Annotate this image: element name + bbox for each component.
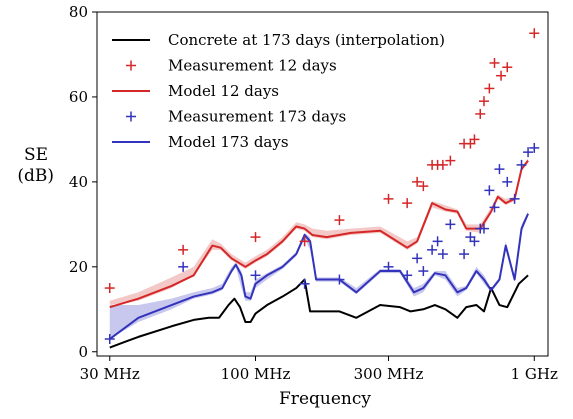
data-point	[402, 270, 413, 281]
legend: Concrete at 173 days (interpolation) Meas…	[112, 31, 445, 151]
markers-layer	[104, 28, 540, 345]
data-point	[104, 283, 115, 294]
y-axis-unit: (dB)	[17, 166, 54, 186]
x-axis-title: Frequency	[279, 389, 371, 409]
data-point	[489, 202, 500, 213]
data-point	[445, 219, 456, 230]
data-point	[529, 28, 540, 39]
data-point	[445, 155, 456, 166]
data-point	[432, 236, 443, 247]
data-point	[334, 274, 345, 285]
data-point	[484, 83, 495, 94]
data-point	[478, 96, 489, 107]
y-tick-label: 80	[69, 3, 88, 21]
x-tick-label: 1 GHz	[511, 365, 558, 383]
data-point	[437, 249, 448, 260]
data-point	[478, 223, 489, 234]
data-point	[496, 70, 507, 81]
data-point	[299, 236, 310, 247]
ticks-layer: 0 20 40 60 80 30 MHz 100 MHz 300 MHz 1 GHz	[69, 3, 558, 383]
data-point	[299, 278, 310, 289]
data-point	[475, 108, 486, 119]
data-point	[529, 142, 540, 153]
series-line-4	[109, 213, 529, 340]
y-tick-label: 20	[69, 258, 88, 276]
data-point	[250, 270, 261, 281]
lines-layer	[109, 160, 529, 349]
legend-label: Model 173 days	[168, 133, 289, 151]
legend-label: Measurement 12 days	[168, 57, 337, 75]
data-point	[502, 176, 513, 187]
uncertainty-band-2	[109, 158, 529, 306]
data-point	[334, 215, 345, 226]
x-tick-label: 300 MHz	[354, 365, 424, 383]
legend-label: Measurement 173 days	[168, 108, 346, 126]
data-point	[509, 193, 520, 204]
data-point	[250, 232, 261, 243]
data-point	[494, 164, 505, 175]
plot-frame	[96, 11, 549, 357]
data-point	[469, 236, 480, 247]
legend-label: Concrete at 173 days (interpolation)	[168, 31, 445, 49]
data-point	[383, 261, 394, 272]
x-tick-label: 30 MHz	[80, 365, 140, 383]
data-point	[523, 147, 534, 158]
series-line-2	[109, 160, 529, 309]
y-tick-label: 60	[69, 88, 88, 106]
data-point	[383, 193, 394, 204]
data-point	[484, 185, 495, 196]
data-point	[489, 57, 500, 68]
data-point	[412, 253, 423, 264]
data-point	[178, 244, 189, 255]
data-point	[516, 159, 527, 170]
data-point	[402, 198, 413, 209]
data-point	[412, 176, 423, 187]
y-tick-label: 0	[78, 343, 88, 361]
data-point	[418, 181, 429, 192]
series-line-0	[109, 274, 529, 349]
data-point	[437, 159, 448, 170]
legend-label: Model 12 days	[168, 82, 279, 100]
data-point	[427, 244, 438, 255]
data-point	[502, 62, 513, 73]
data-point	[104, 334, 115, 345]
data-point	[418, 266, 429, 277]
x-tick-label: 100 MHz	[221, 365, 291, 383]
y-axis-title: SE	[24, 145, 48, 165]
data-point	[459, 249, 470, 260]
data-point	[178, 261, 189, 272]
data-point	[469, 134, 480, 145]
y-tick-label: 40	[69, 173, 88, 191]
